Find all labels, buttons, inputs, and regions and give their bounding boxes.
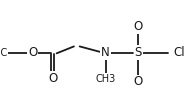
- Text: O: O: [48, 72, 57, 85]
- Text: O: O: [134, 75, 143, 88]
- Text: O: O: [134, 20, 143, 33]
- Text: Cl: Cl: [174, 46, 185, 59]
- Text: S: S: [135, 46, 142, 59]
- Text: O: O: [28, 46, 37, 59]
- Text: H3C: H3C: [0, 48, 8, 58]
- Text: N: N: [101, 46, 110, 59]
- Text: CH3: CH3: [95, 74, 116, 84]
